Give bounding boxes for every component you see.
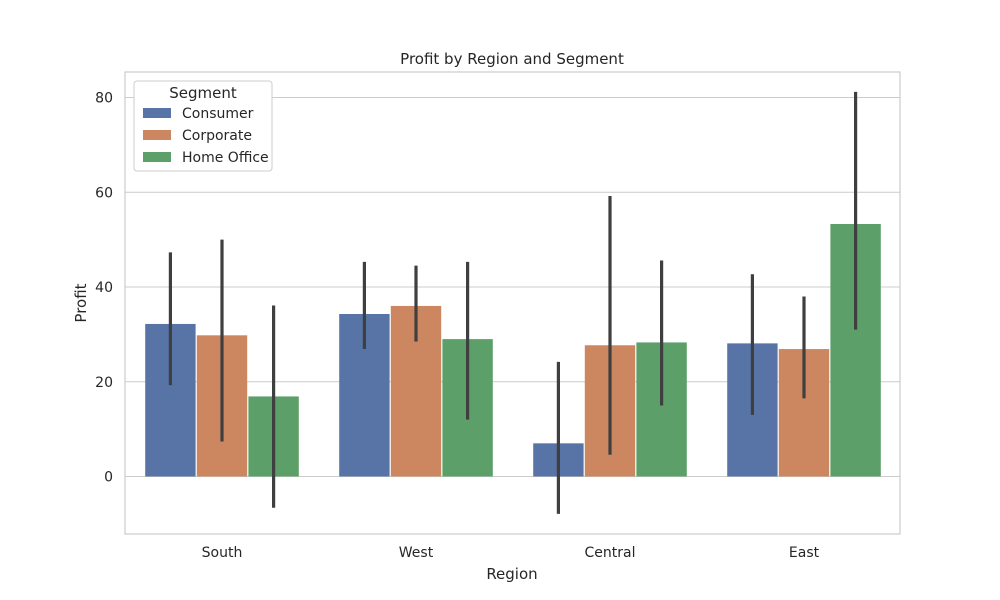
legend-title: Segment: [169, 84, 237, 102]
x-tick-label: South: [202, 545, 243, 561]
legend-swatch: [143, 130, 171, 140]
x-tick-label: Central: [585, 545, 636, 561]
x-tick-labels: South West Central East: [202, 545, 820, 561]
legend-swatch: [143, 108, 171, 118]
error-bars: [168, 91, 858, 514]
legend: Segment Consumer Corporate Home Office: [133, 80, 273, 172]
y-tick-label: 20: [95, 375, 113, 391]
y-tick-labels: 0 20 40 60 80: [95, 91, 113, 486]
y-tick-label: 40: [95, 280, 113, 296]
x-tick-label: East: [789, 545, 820, 561]
legend-label: Home Office: [182, 150, 269, 166]
x-tick-label: West: [399, 545, 434, 561]
y-tick-label: 0: [104, 470, 113, 486]
legend-items: Consumer Corporate Home Office: [143, 106, 269, 166]
legend-frame: [133, 80, 273, 172]
y-axis-label: Profit: [72, 283, 90, 322]
legend-label: Consumer: [182, 106, 254, 122]
legend-swatch: [143, 152, 171, 162]
x-axis-label: Region: [486, 565, 537, 583]
legend-label: Corporate: [182, 128, 252, 144]
y-tick-label: 80: [95, 91, 113, 107]
y-tick-label: 60: [95, 185, 113, 201]
chart-title: Profit by Region and Segment: [400, 50, 624, 68]
